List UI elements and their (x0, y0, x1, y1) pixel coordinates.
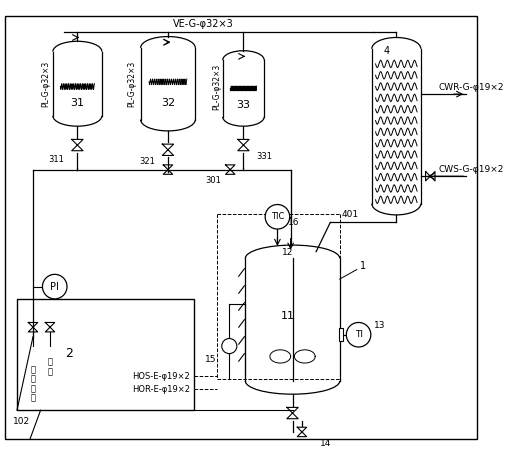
Text: 311: 311 (49, 155, 64, 164)
Text: 4: 4 (384, 46, 390, 56)
Circle shape (222, 338, 237, 353)
Bar (17, 299, 194, 410)
Text: 301: 301 (205, 176, 221, 185)
Circle shape (42, 274, 67, 299)
Text: CWS-G-φ19×2: CWS-G-φ19×2 (439, 165, 504, 174)
Text: TI: TI (355, 330, 363, 339)
Text: 空: 空 (31, 384, 36, 393)
Text: 11: 11 (281, 311, 295, 321)
Text: HOR-E-φ19×2: HOR-E-φ19×2 (132, 385, 190, 394)
Text: 接: 接 (31, 365, 36, 374)
Text: PL-G-φ32×3: PL-G-φ32×3 (41, 61, 50, 107)
Text: 32: 32 (161, 98, 175, 107)
Text: PI: PI (50, 282, 59, 291)
Text: 空: 空 (48, 367, 53, 376)
Text: 401: 401 (341, 210, 359, 219)
Circle shape (265, 205, 290, 229)
Text: HOS-E-φ19×2: HOS-E-φ19×2 (132, 372, 190, 381)
Bar (339, 328, 343, 341)
Text: 13: 13 (374, 321, 385, 330)
Text: CWR-G-φ19×2: CWR-G-φ19×2 (439, 83, 504, 92)
Text: 33: 33 (237, 101, 250, 111)
Text: 14: 14 (320, 439, 331, 448)
Text: 1: 1 (360, 261, 366, 271)
Text: 331: 331 (257, 152, 273, 161)
Text: 泵: 泵 (31, 393, 36, 403)
Text: 15: 15 (205, 355, 216, 364)
Text: 16: 16 (288, 218, 299, 227)
Text: 31: 31 (71, 98, 84, 107)
Text: 102: 102 (13, 417, 30, 426)
Text: 真: 真 (31, 375, 36, 384)
Text: TIC: TIC (271, 212, 284, 221)
Text: VE-G-φ32×3: VE-G-φ32×3 (173, 19, 233, 29)
Text: PL-G-φ32×3: PL-G-φ32×3 (128, 61, 136, 107)
Text: PL-G-φ32×3: PL-G-φ32×3 (213, 63, 222, 110)
Text: 2: 2 (65, 347, 73, 360)
Text: 放: 放 (48, 358, 53, 367)
Text: 12: 12 (282, 248, 293, 257)
Text: 321: 321 (139, 157, 155, 166)
Circle shape (346, 323, 371, 347)
